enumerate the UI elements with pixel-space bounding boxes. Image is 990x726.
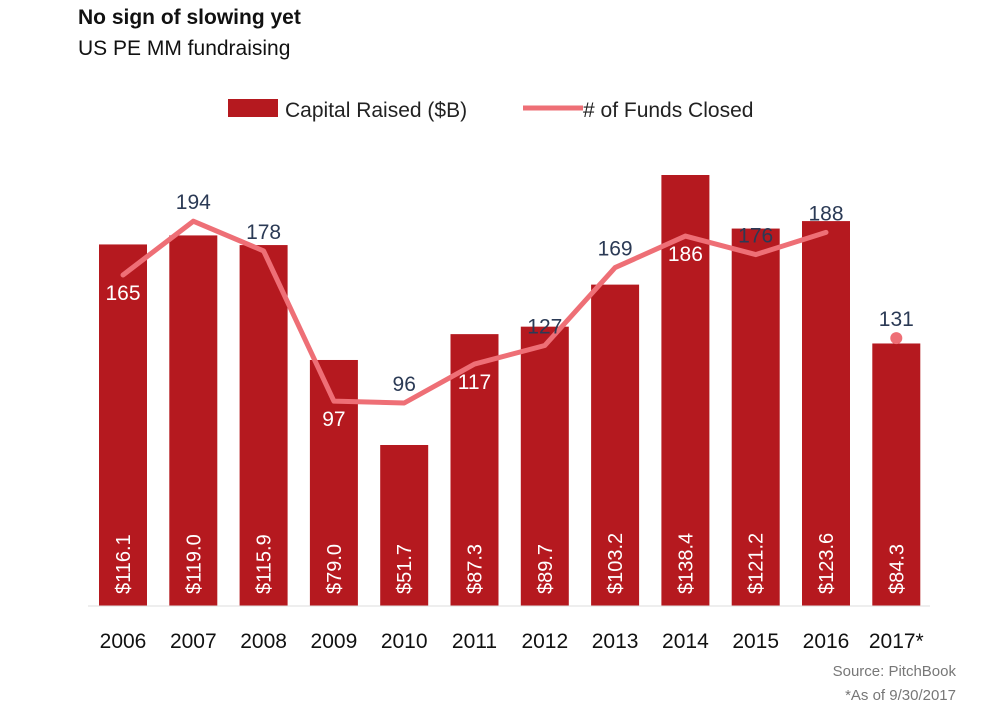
- funds-closed-label: 186: [668, 243, 703, 266]
- bar-value-label: $87.3: [465, 544, 487, 594]
- funds-closed-label: 194: [176, 191, 211, 214]
- data-labels: $116.1 $119.0 $115.9 $79.0 $51.7 $87.3 $89.7 $1…: [105, 191, 913, 594]
- funds-closed-line: [120, 218, 829, 406]
- bar-value-label: $138.4: [675, 533, 697, 594]
- bar-2008: [239, 245, 288, 606]
- funds-closed-point-2017: [890, 332, 903, 345]
- funds-closed-label: 97: [322, 408, 345, 431]
- x-tick-label: 2007: [170, 630, 217, 653]
- legend: Capital Raised ($B) # of Funds Closed: [228, 99, 753, 122]
- x-tick-label: 2009: [311, 630, 358, 653]
- x-tick-label: 2013: [592, 630, 639, 653]
- bar-value-label: $123.6: [816, 533, 838, 594]
- bar-series: [99, 175, 921, 607]
- bar-2010: [380, 444, 429, 606]
- chart-subtitle: US PE MM fundraising: [78, 37, 291, 60]
- bar-2006: [99, 244, 147, 607]
- bar-2014: [661, 175, 710, 606]
- chart-title: No sign of slowing yet: [78, 6, 301, 29]
- funds-closed-label: 165: [105, 282, 140, 305]
- bar-2015: [731, 228, 780, 606]
- bar-2012: [520, 326, 569, 606]
- funds-closed-label: 178: [246, 221, 281, 244]
- funds-closed-label: 188: [808, 202, 843, 225]
- as-of-note: *As of 9/30/2017: [845, 687, 956, 704]
- bar-value-label: $115.9: [254, 534, 276, 594]
- x-tick-label: 2012: [521, 630, 568, 653]
- bar-value-label: $84.3: [886, 544, 908, 594]
- bar-value-label: $103.2: [605, 533, 627, 594]
- funds-closed-label: 176: [738, 225, 773, 248]
- x-tick-label: 2006: [100, 630, 147, 653]
- x-tick-label: 2017*: [869, 630, 924, 653]
- legend-bar-swatch: [228, 99, 278, 117]
- bar-2016: [802, 221, 850, 606]
- x-tick-label: 2008: [240, 630, 287, 653]
- funds-closed-label: 117: [458, 371, 491, 394]
- bar-value-label: $89.7: [535, 544, 557, 594]
- funds-closed-label: 96: [393, 373, 416, 396]
- x-tick-label: 2015: [732, 630, 779, 653]
- bar-value-label: $116.1: [113, 534, 135, 594]
- source-note: Source: PitchBook: [832, 663, 956, 680]
- legend-bar-label: Capital Raised ($B): [285, 99, 467, 122]
- bar-value-label: $121.2: [746, 533, 768, 594]
- line-series: [120, 218, 903, 406]
- x-tick-label: 2014: [662, 630, 709, 653]
- funds-closed-label: 131: [879, 308, 914, 331]
- x-tick-label: 2010: [381, 630, 428, 653]
- bar-2011: [450, 334, 499, 606]
- bar-2007: [169, 235, 218, 606]
- x-axis-ticks: 2006 2007 2008 2009 2010 2011 2012 2013 2014 2015…: [100, 630, 924, 653]
- funds-closed-label: 169: [598, 238, 633, 261]
- bar-value-label: $51.7: [394, 544, 416, 594]
- x-tick-label: 2011: [452, 630, 497, 653]
- funds-closed-label: 127: [527, 315, 562, 338]
- bar-2017*: [872, 343, 921, 606]
- bar-value-label: $79.0: [324, 544, 346, 594]
- x-tick-label: 2016: [803, 630, 850, 653]
- bar-2013: [591, 284, 640, 606]
- legend-line-label: # of Funds Closed: [583, 99, 753, 122]
- bar-value-label: $119.0: [183, 534, 205, 594]
